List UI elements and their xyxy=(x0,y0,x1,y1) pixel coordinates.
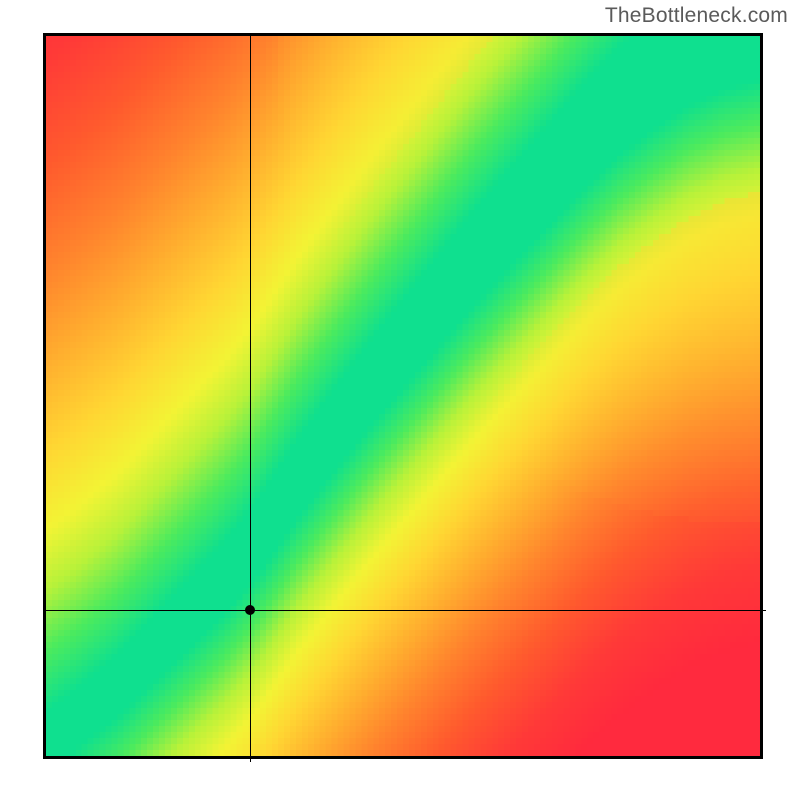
crosshair-horizontal xyxy=(46,610,766,611)
crosshair-dot xyxy=(245,605,255,615)
crosshair-vertical xyxy=(250,36,251,762)
chart-container: TheBottleneck.com xyxy=(0,0,800,800)
watermark-text: TheBottleneck.com xyxy=(605,4,788,28)
heatmap-plot xyxy=(43,33,763,759)
heatmap-canvas xyxy=(46,36,760,756)
